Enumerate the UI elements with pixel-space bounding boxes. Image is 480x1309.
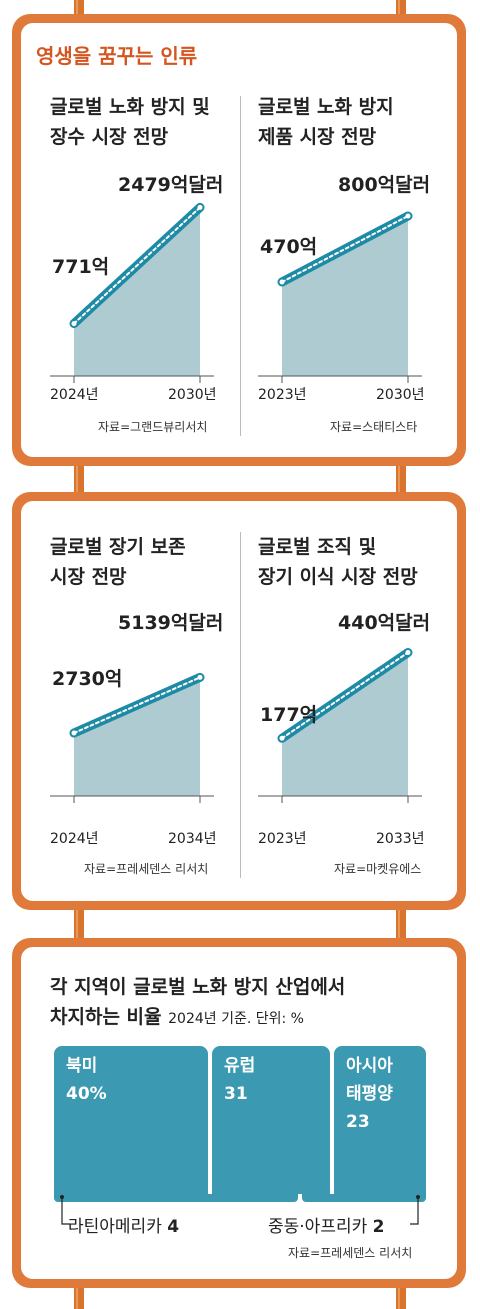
chart-4-x-start: 2023년 [258, 831, 307, 847]
region-asia-pacific-name: 아시아 태평양 [346, 1056, 393, 1104]
chart-2-x-end: 2030년 [376, 387, 425, 403]
chart-3-source: 자료=프레세덴스 리서치 [84, 862, 209, 876]
chart-2-x-start: 2023년 [258, 387, 307, 403]
region-asia-pacific-value: 23 [346, 1112, 370, 1132]
chart-4-point-end [405, 650, 411, 656]
chart-4-x-end: 2033년 [376, 831, 425, 847]
chart-2-plot [258, 211, 422, 383]
region-latin-america-label: 라틴아메리카 4 [68, 1212, 179, 1237]
chart-2-area [282, 216, 408, 376]
chart-4-start-value: 177억 [260, 704, 318, 726]
region-block-europe: 유럽 31 [212, 1046, 330, 1194]
latin-america-name: 라틴아메리카 [68, 1217, 162, 1237]
region-title-line2: 차지하는 비율 2024년 기준. 단위: % [50, 1002, 345, 1034]
chart-4-area [282, 652, 408, 796]
latin-america-leader-line [61, 1197, 70, 1225]
chart-4-point-start [279, 735, 285, 741]
middle-east-africa-value: 2 [372, 1217, 385, 1237]
chart-4-plot [258, 648, 422, 803]
chart-1-area [74, 207, 200, 376]
chart-2-source: 자료=스태티스타 [330, 420, 418, 434]
chart-2-point-start [279, 279, 285, 285]
region-bar-latin-america [54, 1194, 298, 1202]
region-source: 자료=프레세덴스 리서치 [288, 1246, 413, 1260]
chart-3-point-start [71, 730, 77, 736]
chart-3-point-end [197, 674, 203, 680]
chart-1-x-end: 2030년 [168, 387, 217, 403]
chart-1-x-start: 2024년 [50, 387, 99, 403]
chart-1-point-start [71, 321, 77, 327]
region-block-north-america: 북미 40% [54, 1046, 208, 1194]
region-subtitle: 2024년 기준. 단위: % [168, 1011, 304, 1027]
chart-2-title: 글로벌 노화 방지 제품 시장 전망 [258, 96, 394, 148]
chart-3-plot [50, 672, 214, 803]
chart-3-line-stitch [73, 676, 201, 734]
region-chart-title: 각 지역이 글로벌 노화 방지 산업에서 차지하는 비율 2024년 기준. 단… [50, 972, 345, 1034]
panel-2-divider [240, 532, 241, 878]
region-middle-east-label: 중동·아프리카 2 [268, 1212, 385, 1237]
chart-3-start-value: 2730억 [52, 668, 123, 690]
chart-1-source: 자료=그랜드뷰리서치 [98, 420, 208, 434]
region-title-line1: 각 지역이 글로벌 노화 방지 산업에서 [50, 976, 346, 998]
page-title: 영생을 꿈꾸는 인류 [36, 44, 198, 68]
middle-east-leader-line [410, 1197, 419, 1225]
chart-3-area [74, 677, 200, 796]
chart-4-line-stitch [281, 651, 409, 740]
region-north-america-name: 북미 [66, 1056, 98, 1076]
region-block-asia-pacific: 아시아 태평양 23 [334, 1046, 426, 1194]
region-europe-name: 유럽 [224, 1056, 256, 1076]
region-europe-value: 31 [224, 1084, 248, 1104]
chart-1-title: 글로벌 노화 방지 및 장수 시장 전망 [50, 96, 210, 148]
chart-1-line-stitch [73, 206, 201, 325]
chart-1-plot [50, 202, 214, 383]
chart-3-x-end: 2034년 [168, 831, 217, 847]
middle-east-africa-name: 중동·아프리카 [268, 1217, 368, 1237]
chart-2-end-value: 800억달러 [338, 174, 431, 196]
region-bar-middle-east-africa [302, 1194, 426, 1202]
chart-3-title: 글로벌 장기 보존 시장 전망 [50, 536, 186, 588]
region-north-america-value: 40% [66, 1084, 107, 1104]
chart-4-title: 글로벌 조직 및 장기 이식 시장 전망 [258, 536, 418, 588]
chart-1-end-value: 2479억달러 [118, 174, 224, 196]
chart-3-end-value: 5139억달러 [118, 612, 224, 634]
chart-4-source: 자료=마켓유에스 [334, 862, 422, 876]
chart-4-end-value: 440억달러 [338, 612, 431, 634]
chart-1-point-end [197, 204, 203, 210]
panel-1 [12, 14, 466, 466]
region-title-line2-text: 차지하는 비율 [50, 1006, 162, 1028]
chart-2-line-stitch [281, 215, 409, 283]
latin-america-value: 4 [167, 1217, 180, 1237]
panel-1-divider [240, 96, 241, 436]
chart-2-start-value: 470억 [260, 236, 318, 258]
chart-1-start-value: 771억 [52, 256, 110, 278]
chart-2-point-end [405, 213, 411, 219]
chart-3-x-start: 2024년 [50, 831, 99, 847]
